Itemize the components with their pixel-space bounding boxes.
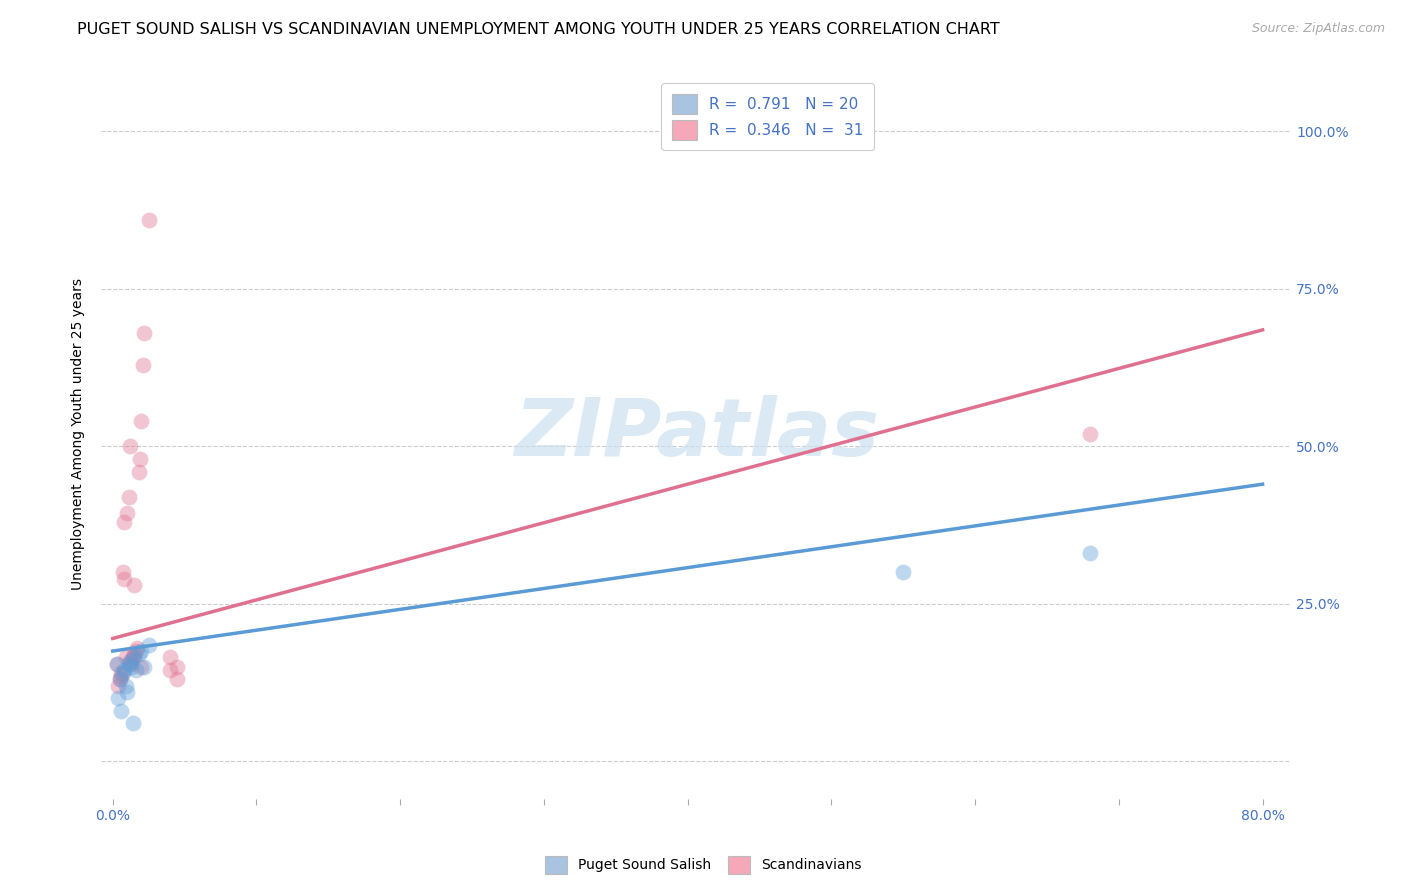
Y-axis label: Unemployment Among Youth under 25 years: Unemployment Among Youth under 25 years [72,277,86,590]
Point [120,657,142,671]
Point [128,647,150,661]
Legend: R =  0.791   N = 20, R =  0.346   N =  31: R = 0.791 N = 20, R = 0.346 N = 31 [661,84,875,150]
Point [121,650,143,665]
Point [127,640,149,655]
Point [107,691,129,706]
Point [128,465,150,479]
Point [118,439,141,453]
Point [114,679,136,693]
Point [129,452,152,467]
Point [1078,426,1101,441]
Point [110,669,132,683]
Point [112,515,135,529]
Point [111,666,134,681]
Point [110,704,132,718]
Point [111,566,134,580]
Point [125,663,148,677]
Point [112,663,135,677]
Text: ZIPatlas: ZIPatlas [513,395,879,473]
Point [108,673,131,687]
Point [114,650,136,665]
Point [115,506,138,520]
Point [132,358,155,372]
Point [105,657,128,671]
Point [122,647,145,661]
Point [121,716,143,731]
Point [115,685,138,699]
Text: Source: ZipAtlas.com: Source: ZipAtlas.com [1251,22,1385,36]
Point [108,673,131,687]
Point [110,666,132,681]
Point [105,657,128,671]
Point [138,212,160,227]
Legend: Puget Sound Salish, Scandinavians: Puget Sound Salish, Scandinavians [537,849,869,880]
Point [159,663,181,677]
Point [159,650,181,665]
Point [138,638,160,652]
Text: PUGET SOUND SALISH VS SCANDINAVIAN UNEMPLOYMENT AMONG YOUTH UNDER 25 YEARS CORRE: PUGET SOUND SALISH VS SCANDINAVIAN UNEMP… [77,22,1000,37]
Point [1078,546,1101,560]
Point [122,578,145,592]
Point [166,660,188,674]
Point [122,650,145,665]
Point [107,679,129,693]
Point [131,660,153,674]
Point [118,653,141,667]
Point [891,566,914,580]
Point [166,673,188,687]
Point [134,660,156,674]
Point [125,644,148,658]
Point [117,657,139,671]
Point [134,326,156,340]
Point [120,660,142,674]
Point [131,414,153,428]
Point [112,572,135,586]
Point [120,653,142,667]
Point [131,644,153,658]
Point [117,490,139,504]
